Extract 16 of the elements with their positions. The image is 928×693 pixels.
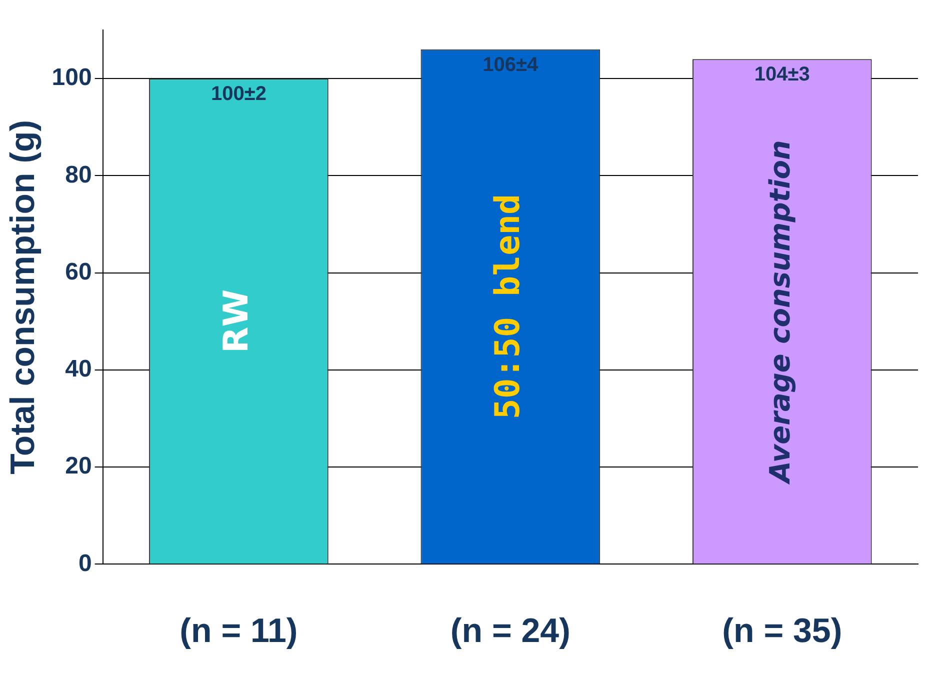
- y-tick-label: 100: [52, 64, 92, 92]
- y-tick-label: 80: [65, 161, 92, 188]
- annotation: 50:50 blend: [488, 194, 528, 420]
- y-tick-label: 20: [65, 452, 92, 480]
- annotation: RW: [216, 289, 257, 353]
- y-tick-label: 0: [78, 550, 92, 577]
- y-tick-label: 40: [65, 356, 92, 383]
- data-label: 104±3: [754, 64, 810, 86]
- x-tick-label: (n = 11): [180, 612, 298, 650]
- data-label: 106±4: [482, 54, 540, 76]
- y-tick-label: 60: [65, 258, 92, 286]
- data-label: 100±2: [210, 83, 266, 106]
- annotation: Average consumption: [763, 140, 796, 485]
- x-tick-label: (n = 24): [450, 612, 570, 650]
- x-tick-label: (n = 35): [722, 612, 842, 650]
- y-axis-title: Total consumption (g): [4, 120, 42, 474]
